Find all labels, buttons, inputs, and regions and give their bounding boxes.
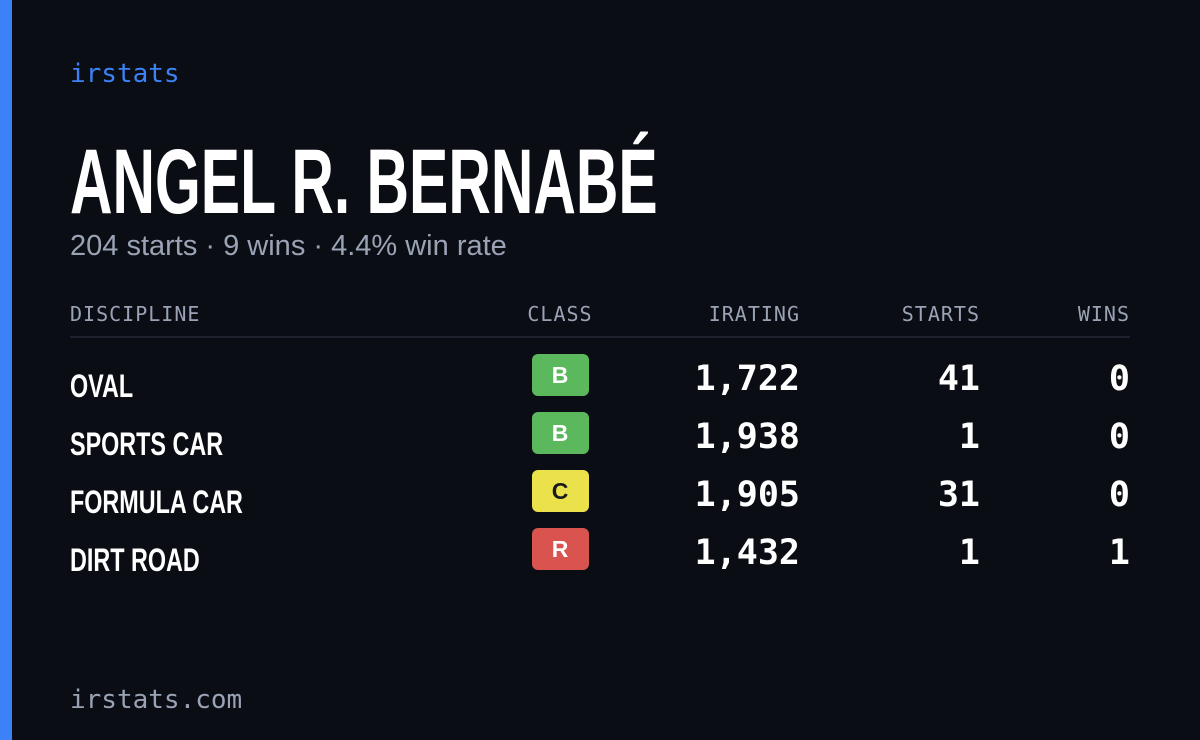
discipline-group: OVAL xyxy=(70,368,133,403)
starts-value: 1 xyxy=(959,417,980,457)
discipline: SPORTS CAR xyxy=(70,426,223,461)
wins-value: 0 xyxy=(1109,417,1130,457)
class-badge xyxy=(532,412,589,454)
irating-value: 1,938 xyxy=(695,417,800,457)
starts-value: 1 xyxy=(959,533,980,573)
accent-bar xyxy=(0,0,12,740)
class-letter: B xyxy=(552,362,569,388)
discipline-group: FORMULA CAR xyxy=(70,484,243,519)
class-badge xyxy=(532,354,589,396)
player-name: ANGEL R. BERNABÉ xyxy=(70,131,658,233)
irating-value: 1,432 xyxy=(695,533,800,573)
name-group: ANGEL R. BERNABÉ xyxy=(70,131,658,233)
class-badge xyxy=(532,470,589,512)
class-letter: B xyxy=(552,420,569,446)
class-letter: C xyxy=(552,478,569,504)
discipline-group: DIRT ROAD xyxy=(70,542,200,577)
discipline-group: SPORTS CAR xyxy=(70,426,223,461)
irating-value: 1,722 xyxy=(695,359,800,399)
wins-value: 0 xyxy=(1109,475,1130,515)
wins-value: 0 xyxy=(1109,359,1130,399)
column-header: WINS xyxy=(1078,302,1130,326)
discipline: FORMULA CAR xyxy=(70,484,243,519)
footer: irstats.com xyxy=(70,685,242,715)
column-header: DISCIPLINE xyxy=(70,302,200,326)
column-header: CLASS xyxy=(527,302,592,326)
discipline: OVAL xyxy=(70,368,133,403)
column-header: STARTS xyxy=(902,302,980,326)
irating-value: 1,905 xyxy=(695,475,800,515)
summary: 204 starts · 9 wins · 4.4% win rate xyxy=(70,230,507,262)
class-badge xyxy=(532,528,589,570)
column-header: IRATING xyxy=(709,302,800,326)
starts-value: 41 xyxy=(938,359,980,399)
wins-value: 1 xyxy=(1109,533,1130,573)
starts-value: 31 xyxy=(938,475,980,515)
discipline: DIRT ROAD xyxy=(70,542,200,577)
brand: irstats xyxy=(70,59,180,89)
class-letter: R xyxy=(552,536,569,562)
